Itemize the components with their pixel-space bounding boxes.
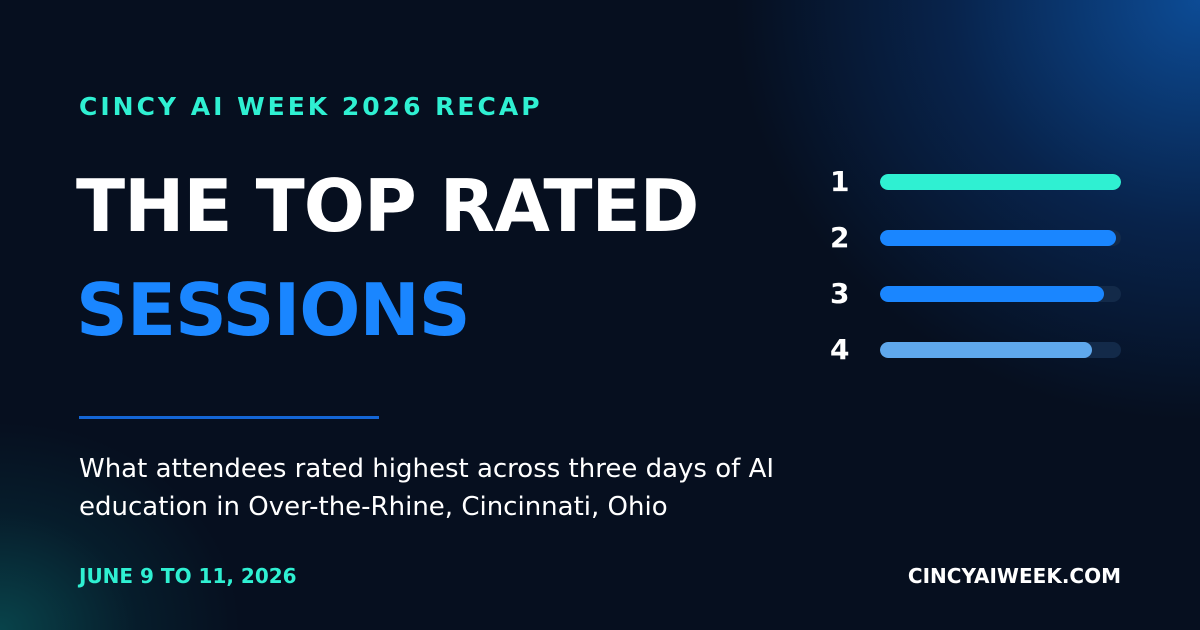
rank-bar-track: [880, 342, 1121, 358]
rank-bar-fill: [880, 342, 1093, 358]
headline-line-2: SESSIONS: [76, 268, 471, 352]
rank-bar-track: [880, 230, 1121, 246]
rank-bar-fill: [880, 174, 1121, 190]
website-link[interactable]: CINCYAIWEEK.COM: [907, 564, 1121, 588]
headline-line-1: THE TOP RATED: [76, 164, 699, 248]
rank-bar-track: [880, 286, 1121, 302]
rank-bar-fill: [880, 230, 1117, 246]
event-dates: JUNE 9 TO 11, 2026: [79, 564, 297, 588]
ranking-row: 1: [830, 164, 1122, 220]
rank-number: 3: [830, 277, 850, 310]
ranking-row: 4: [830, 332, 1122, 388]
rank-number: 1: [830, 165, 850, 198]
rank-number: 4: [830, 333, 850, 366]
subtitle: What attendees rated highest across thre…: [79, 454, 775, 522]
ranking-graphic: 1 2 3 4: [830, 164, 1122, 388]
rank-number: 2: [830, 221, 850, 254]
divider: [79, 416, 379, 419]
ranking-row: 2: [830, 220, 1122, 276]
rank-bar-fill: [880, 286, 1105, 302]
headline: THE TOP RATED SESSIONS: [76, 164, 699, 352]
rank-bar-track: [880, 174, 1121, 190]
eyebrow-label: CINCY AI WEEK 2026 RECAP: [79, 92, 543, 121]
ranking-row: 3: [830, 276, 1122, 332]
